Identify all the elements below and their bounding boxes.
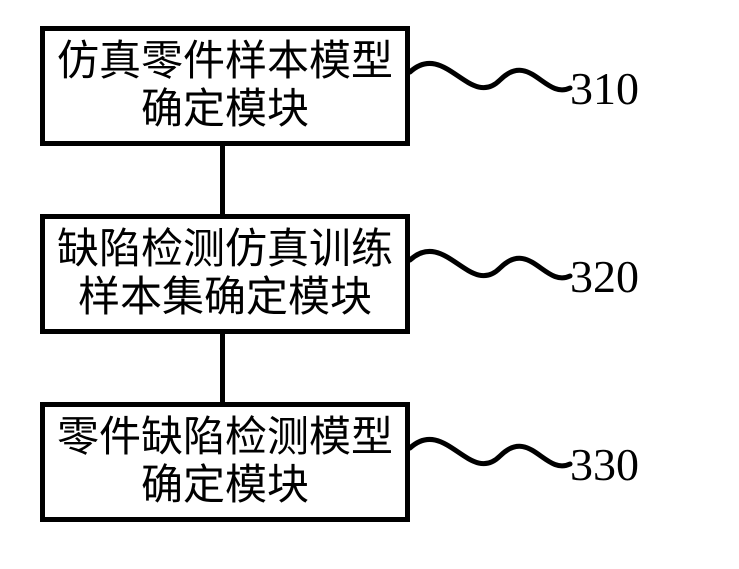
ref-label-320: 320: [570, 250, 639, 303]
diagram-canvas: 仿真零件样本模型 确定模块 缺陷检测仿真训练 样本集确定模块 零件缺陷检测模型 …: [0, 0, 739, 569]
ref-label-310: 310: [570, 62, 639, 115]
ref-label-330: 330: [570, 438, 639, 491]
